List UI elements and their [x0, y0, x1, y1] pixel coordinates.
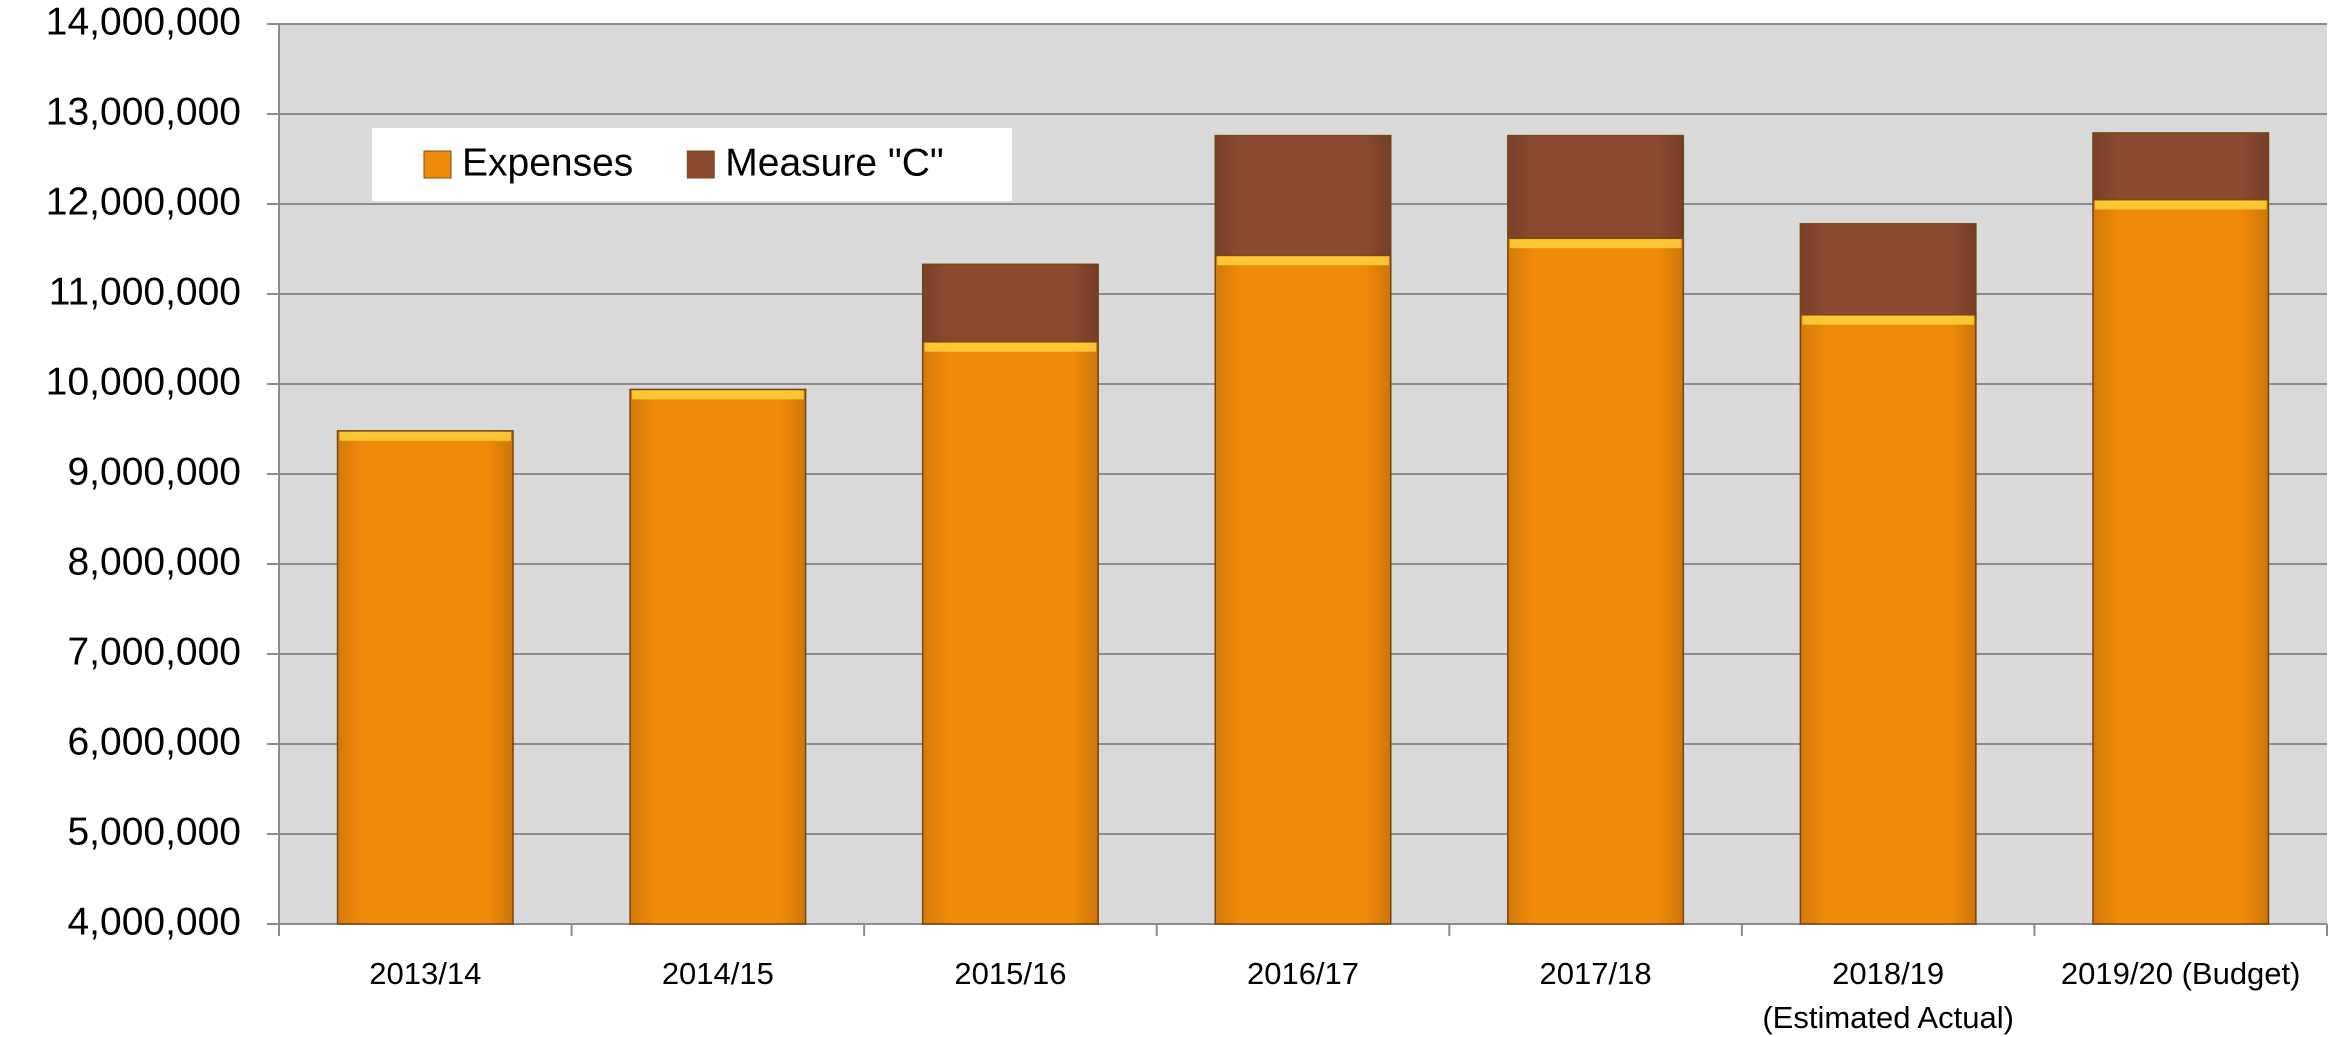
- bar-segment: [1214, 254, 1392, 925]
- legend-label: Measure "C": [725, 141, 943, 184]
- bar-segment: [2092, 198, 2270, 925]
- y-tick-label: 12,000,000: [46, 180, 241, 223]
- y-tick-label: 8,000,000: [67, 540, 241, 583]
- legend-label: Expenses: [462, 141, 633, 184]
- bar-segment: [1799, 223, 1977, 316]
- x-tick-label: 2016/17: [1246, 956, 1360, 991]
- bar-segment: [1214, 134, 1392, 257]
- x-tick-label: 2014/15: [661, 956, 774, 991]
- bar-bevel: [924, 342, 1097, 352]
- bar-segment: [1799, 313, 1977, 925]
- bar-bevel: [1509, 239, 1682, 249]
- y-tick-label: 11,000,000: [49, 270, 241, 313]
- y-tick-label: 13,000,000: [46, 90, 241, 133]
- bar-segment: [921, 340, 1099, 925]
- x-tick-label: 2017/18: [1539, 956, 1652, 991]
- legend-swatch: [686, 150, 715, 179]
- bar-segment: [336, 430, 514, 925]
- bar-bevel: [339, 431, 512, 441]
- y-tick-label: 7,000,000: [67, 630, 241, 673]
- bar-bevel: [1217, 256, 1389, 266]
- y-tick-label: 9,000,000: [67, 450, 241, 493]
- y-tick-label: 5,000,000: [67, 810, 241, 853]
- legend-swatch: [423, 150, 452, 179]
- y-tick-label: 14,000,000: [46, 0, 241, 43]
- bar-segment: [2092, 132, 2270, 201]
- bar-bevel: [2094, 200, 2267, 210]
- bar-segment: [629, 388, 807, 925]
- bar-segment: [1507, 134, 1685, 239]
- x-tick-label: 2018/19 (Estimated Actual): [1762, 956, 2014, 1035]
- x-tick-label: 2019/20 (Budget): [2060, 956, 2301, 991]
- y-tick-label: 10,000,000: [46, 360, 241, 403]
- bar-segment: [1507, 237, 1685, 925]
- bar-segment: [921, 263, 1099, 343]
- y-tick-label: 6,000,000: [67, 720, 241, 763]
- x-tick-label: 2015/16: [954, 956, 1067, 991]
- y-tick-label: 4,000,000: [67, 900, 241, 943]
- x-tick-label: 2013/14: [369, 956, 482, 991]
- bar-bevel: [632, 390, 804, 400]
- bar-bevel: [1802, 315, 1974, 325]
- legend: Expenses Measure "C": [372, 128, 1012, 201]
